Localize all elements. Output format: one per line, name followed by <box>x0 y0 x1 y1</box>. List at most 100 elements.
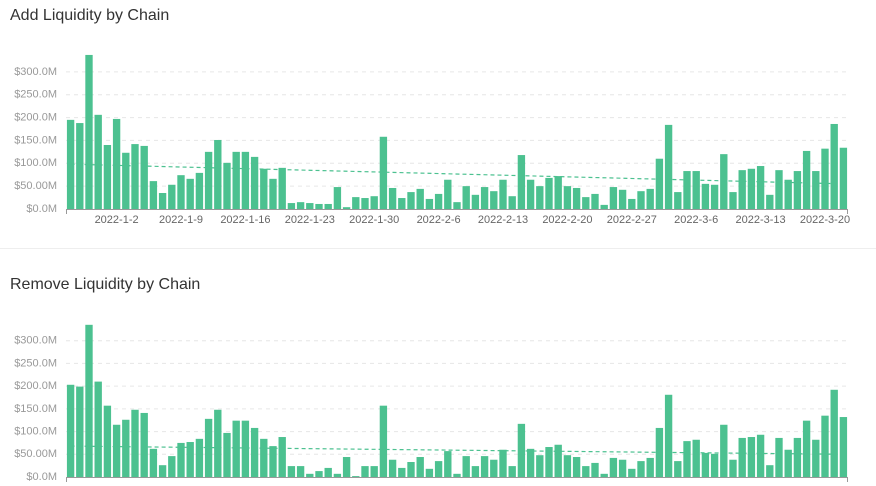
bar <box>388 187 397 209</box>
y-tick-label: $50.00M <box>14 180 57 192</box>
bar <box>122 152 130 209</box>
bar <box>545 177 553 209</box>
bar <box>655 158 664 209</box>
y-tick-label: $100.0M <box>14 425 57 437</box>
bar <box>646 457 654 477</box>
bar <box>352 197 360 209</box>
y-tick-label: $0.0M <box>26 471 57 483</box>
bar <box>453 202 461 209</box>
bar <box>756 166 765 209</box>
y-tick-label: $300.0M <box>14 66 57 78</box>
y-tick-label: $50.00M <box>14 448 57 460</box>
y-tick-label: $150.0M <box>14 403 57 415</box>
bar <box>462 456 470 477</box>
bar <box>122 419 130 477</box>
bar <box>398 467 406 477</box>
bar <box>591 462 599 477</box>
bar <box>250 427 259 477</box>
bar <box>554 444 562 477</box>
bar <box>76 123 84 209</box>
bar <box>112 118 121 209</box>
bar <box>637 191 645 209</box>
bar <box>434 193 443 209</box>
bar <box>241 151 250 209</box>
bar <box>177 175 185 209</box>
bar <box>499 449 507 477</box>
bar <box>333 473 342 477</box>
bar <box>416 457 424 477</box>
bar <box>526 448 535 477</box>
bar <box>738 437 746 477</box>
bar <box>241 420 250 477</box>
x-tick-label: 2022-1-30 <box>349 214 399 226</box>
bar <box>812 439 820 477</box>
bar <box>140 412 148 477</box>
bar <box>517 155 526 209</box>
bar <box>195 172 204 209</box>
bar <box>186 442 194 477</box>
bar <box>140 145 148 209</box>
bar <box>563 186 572 209</box>
bar <box>747 168 756 209</box>
bar <box>572 457 581 477</box>
bar <box>784 179 792 209</box>
bar <box>480 456 489 477</box>
bar <box>76 386 84 477</box>
bar <box>766 194 774 209</box>
bar <box>490 191 498 209</box>
y-tick-label: $200.0M <box>14 111 57 123</box>
bar <box>269 178 277 209</box>
bar <box>260 438 268 477</box>
trend-line <box>70 163 844 185</box>
bar <box>149 181 158 209</box>
bar <box>646 188 654 209</box>
bar <box>802 150 811 209</box>
chart-title: Add Liquidity by Chain <box>10 7 169 24</box>
bar <box>830 123 838 209</box>
bar <box>112 424 121 477</box>
bar <box>499 179 507 209</box>
bar <box>710 453 719 477</box>
bar <box>710 184 719 209</box>
bar <box>260 168 268 209</box>
bar <box>379 405 388 477</box>
bar <box>324 203 332 209</box>
x-tick-label: 2022-2-20 <box>542 214 592 226</box>
bar <box>177 442 185 477</box>
bar <box>158 465 167 477</box>
bar <box>204 151 213 209</box>
bar <box>195 438 204 477</box>
bar <box>508 196 516 209</box>
bar <box>471 466 480 477</box>
bar <box>333 187 342 209</box>
bar <box>738 170 746 209</box>
bar <box>425 198 434 209</box>
bar <box>720 154 728 209</box>
bar <box>315 203 323 209</box>
bar <box>131 144 139 209</box>
bar <box>756 434 765 477</box>
bar <box>223 432 231 477</box>
bar <box>775 437 783 477</box>
bar <box>692 171 700 209</box>
x-tick-label: 2022-3-13 <box>736 214 786 226</box>
bar <box>637 461 645 477</box>
bar <box>361 198 369 209</box>
bar <box>784 449 792 477</box>
bar <box>839 147 848 209</box>
bar <box>747 437 756 477</box>
bar <box>232 151 240 209</box>
bar <box>674 192 682 209</box>
bar <box>287 466 296 477</box>
x-tick-label: 2022-1-23 <box>285 214 335 226</box>
bar <box>296 202 305 209</box>
bar <box>103 145 112 209</box>
bar <box>66 384 75 477</box>
bar <box>388 459 397 477</box>
bar <box>729 459 737 477</box>
bar <box>729 192 737 209</box>
bar <box>821 148 829 209</box>
trend-line <box>70 445 844 455</box>
